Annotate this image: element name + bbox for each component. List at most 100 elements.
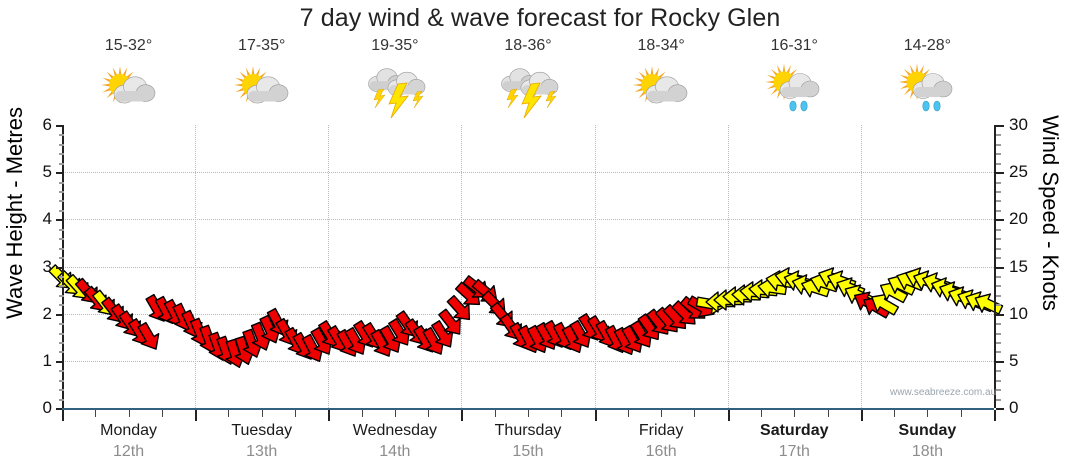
day-header-strip: 15-32° 17-35° 19-35° 18-36° 18-34° 16-31° 14-2…: [62, 36, 994, 124]
wave-axis-label: 6: [42, 115, 52, 134]
time-axis-tick: [62, 410, 64, 421]
wind-axis-minor-tick: [996, 191, 1001, 194]
wind-axis-minor-tick: [996, 332, 1001, 335]
temperature-range: 15-32°: [104, 37, 153, 54]
wind-speed-axis: 0 5 10 15 20 25 30: [994, 115, 1028, 417]
day-column-wednesday: 19-35°: [328, 36, 461, 124]
wind-axis-label: 10: [1009, 303, 1028, 323]
wave-axis-minor-tick: [59, 143, 64, 146]
thunderstorm-icon: [362, 58, 428, 120]
page-title: 7 day wind & wave forecast for Rocky Gle…: [299, 4, 781, 32]
gridline-horizontal: [62, 172, 994, 174]
day-date: 15th: [512, 443, 544, 460]
sun-behind-cloud-icon: [96, 58, 162, 120]
time-axis-minor-tick: [894, 410, 896, 417]
day-label-sunday: Sunday 18th: [861, 420, 994, 462]
wind-axis-minor-tick: [996, 341, 1001, 344]
wind-axis-minor-tick: [996, 162, 1001, 165]
wave-axis-tick: [56, 360, 64, 363]
wave-axis-label: 5: [42, 162, 52, 182]
day-name: Monday: [100, 422, 158, 439]
temperature-range: 14-28°: [903, 37, 952, 54]
gridline-vertical: [461, 125, 463, 408]
day-date: 18th: [911, 443, 943, 460]
wave-axis-tick: [56, 408, 64, 410]
gridline-vertical: [860, 125, 862, 408]
gridline-horizontal: [62, 266, 994, 268]
day-column-friday: 18-34°: [595, 36, 728, 124]
wave-axis-label: 0: [42, 398, 52, 417]
time-axis: [62, 408, 996, 421]
wave-axis-minor-tick: [59, 351, 64, 354]
gridline-horizontal: [62, 313, 994, 315]
wave-axis-minor-tick: [59, 275, 64, 278]
day-label-wednesday: Wednesday 14th: [328, 420, 461, 462]
temperature-range: 19-35°: [371, 37, 419, 54]
time-axis-minor-tick: [960, 410, 962, 417]
wave-axis-tick: [56, 266, 64, 269]
wind-axis-minor-tick: [996, 200, 1001, 203]
gridline-vertical: [594, 125, 596, 408]
day-date: 12th: [113, 443, 145, 460]
gridline-vertical: [195, 125, 197, 408]
day-name: Saturday: [760, 422, 829, 439]
wave-axis-minor-tick: [59, 162, 64, 165]
gridline-horizontal: [62, 360, 994, 362]
wave-axis-minor-tick: [59, 332, 64, 335]
wind-axis-minor-tick: [996, 228, 1001, 231]
day-date: 13th: [246, 443, 278, 460]
wave-axis-minor-tick: [59, 323, 64, 326]
time-axis-tick: [328, 410, 331, 421]
time-axis-tick: [594, 410, 597, 421]
wave-axis-minor-tick: [59, 304, 64, 307]
wave-axis-minor-tick: [59, 247, 64, 250]
wind-axis-label: 15: [1009, 256, 1028, 276]
day-name: Thursday: [494, 422, 562, 439]
time-axis-tick: [994, 410, 996, 421]
wave-axis-minor-tick: [59, 134, 64, 137]
time-axis-minor-tick: [228, 410, 230, 417]
time-axis-minor-tick: [161, 410, 163, 417]
day-label-monday: Monday 12th: [62, 420, 195, 462]
wave-axis-minor-tick: [59, 191, 64, 194]
wind-arrow: [428, 299, 476, 347]
time-axis-minor-tick: [494, 410, 496, 417]
time-axis-minor-tick: [927, 410, 929, 417]
wave-axis-minor-tick: [59, 209, 64, 212]
wind-arrow: [125, 314, 171, 360]
wave-axis-tick: [56, 125, 64, 127]
wind-axis-label: 20: [1009, 209, 1028, 229]
time-axis-minor-tick: [394, 410, 396, 417]
day-name: Wednesday: [352, 422, 437, 439]
wave-axis-minor-tick: [59, 389, 64, 392]
day-column-thursday: 18-36°: [461, 36, 594, 124]
wind-axis-label: 25: [1009, 162, 1028, 182]
wind-axis-minor-tick: [996, 143, 1001, 146]
wind-axis-minor-tick: [996, 379, 1001, 382]
wind-axis-minor-tick: [996, 323, 1001, 326]
day-column-sunday: 14-28°: [861, 36, 994, 124]
time-axis-minor-tick: [561, 410, 563, 417]
day-column-saturday: 16-31°: [728, 36, 861, 124]
wave-axis-minor-tick: [59, 153, 64, 156]
wind-axis-tick: [996, 408, 1004, 410]
wind-axis-minor-tick: [996, 134, 1001, 137]
wave-axis-minor-tick: [59, 257, 64, 260]
temperature-range: 18-36°: [504, 37, 552, 54]
site-watermark: www.seabreeze.com.au: [890, 387, 997, 398]
wind-axis-minor-tick: [996, 247, 1001, 250]
day-label-friday: Friday 16th: [595, 420, 728, 462]
wave-axis-label: 1: [42, 350, 52, 370]
time-axis-minor-tick: [261, 410, 263, 417]
wind-axis-minor-tick: [996, 304, 1001, 307]
time-axis-minor-tick: [794, 410, 796, 417]
time-axis-minor-tick: [95, 410, 97, 417]
time-axis-minor-tick: [295, 410, 296, 417]
time-axis-tick: [195, 410, 198, 421]
wind-axis-minor-tick: [996, 257, 1001, 260]
day-date: 17th: [778, 443, 810, 460]
day-name: Sunday: [898, 422, 957, 439]
day-name: Tuesday: [231, 422, 293, 439]
day-label-tuesday: Tuesday 13th: [195, 420, 328, 462]
